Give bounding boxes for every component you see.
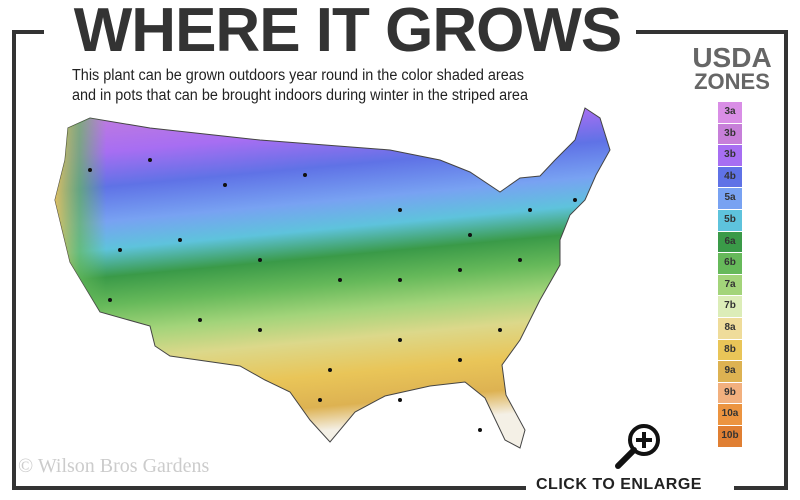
city-marker	[478, 428, 482, 432]
city-marker	[498, 328, 502, 332]
city-marker	[338, 278, 342, 282]
legend-title-line-1: USDA	[692, 42, 772, 73]
legend-zone-7a: 7a	[718, 274, 742, 296]
city-marker	[258, 328, 262, 332]
legend-zone-6b: 6b	[718, 253, 742, 274]
city-marker	[318, 398, 322, 402]
legend-zone-9a: 9a	[718, 361, 742, 382]
city-marker	[458, 358, 462, 362]
city-marker	[528, 208, 532, 212]
city-marker	[573, 198, 577, 202]
west-coast-shading	[55, 118, 260, 360]
city-marker	[88, 168, 92, 172]
legend-zone-8b: 8b	[718, 339, 742, 361]
city-marker	[458, 268, 462, 272]
legend-zone-3b: 3b	[718, 145, 742, 166]
city-marker	[303, 173, 307, 177]
city-marker	[328, 368, 332, 372]
city-marker	[178, 238, 182, 242]
legend-zone-8a: 8a	[718, 317, 742, 339]
city-marker	[198, 318, 202, 322]
legend-title-line-2: ZONES	[694, 69, 770, 94]
city-marker	[468, 233, 472, 237]
magnifier-plus-icon[interactable]	[608, 422, 664, 470]
legend-zone-3b: 3b	[718, 123, 742, 145]
page-title: WHERE IT GROWS	[73, 0, 622, 65]
legend-zone-5a: 5a	[718, 188, 742, 209]
legend-zone-9b: 9b	[718, 382, 742, 404]
frame-top-right	[636, 30, 788, 34]
legend-zone-7b: 7b	[718, 296, 742, 317]
zone-legend: 3a 3b 3b 4b 5a 5b 6a 6b 7a 7b 8a 8b 9a 9b 10a 10b	[718, 102, 742, 448]
city-marker	[118, 248, 122, 252]
legend-title: USDA ZONES	[676, 42, 788, 94]
legend-zone-6a: 6a	[718, 231, 742, 253]
city-marker	[398, 278, 402, 282]
legend-zone-3a: 3a	[718, 102, 742, 123]
click-to-enlarge-link[interactable]: CLICK TO ENLARGE	[536, 476, 702, 493]
city-marker	[223, 183, 227, 187]
frame-right	[784, 30, 788, 490]
frame-bottom-left	[12, 486, 526, 490]
legend-zone-10a: 10a	[718, 404, 742, 425]
legend-zone-10b: 10b	[718, 425, 742, 447]
frame-top-left	[12, 30, 44, 34]
legend-zone-5b: 5b	[718, 209, 742, 231]
subtitle-line-2: and in pots that can be brought indoors …	[72, 87, 528, 104]
frame-left	[12, 30, 16, 490]
frame-bottom-right	[734, 486, 788, 490]
city-marker	[148, 158, 152, 162]
legend-zone-4b: 4b	[718, 166, 742, 188]
city-markers	[88, 158, 577, 432]
city-marker	[398, 338, 402, 342]
city-marker	[258, 258, 262, 262]
subtitle: This plant can be grown outdoors year ro…	[72, 66, 602, 106]
subtitle-line-1: This plant can be grown outdoors year ro…	[72, 67, 524, 84]
city-marker	[108, 298, 112, 302]
city-marker	[398, 208, 402, 212]
city-marker	[518, 258, 522, 262]
city-marker	[398, 398, 402, 402]
copyright-watermark: © Wilson Bros Gardens	[18, 455, 210, 477]
